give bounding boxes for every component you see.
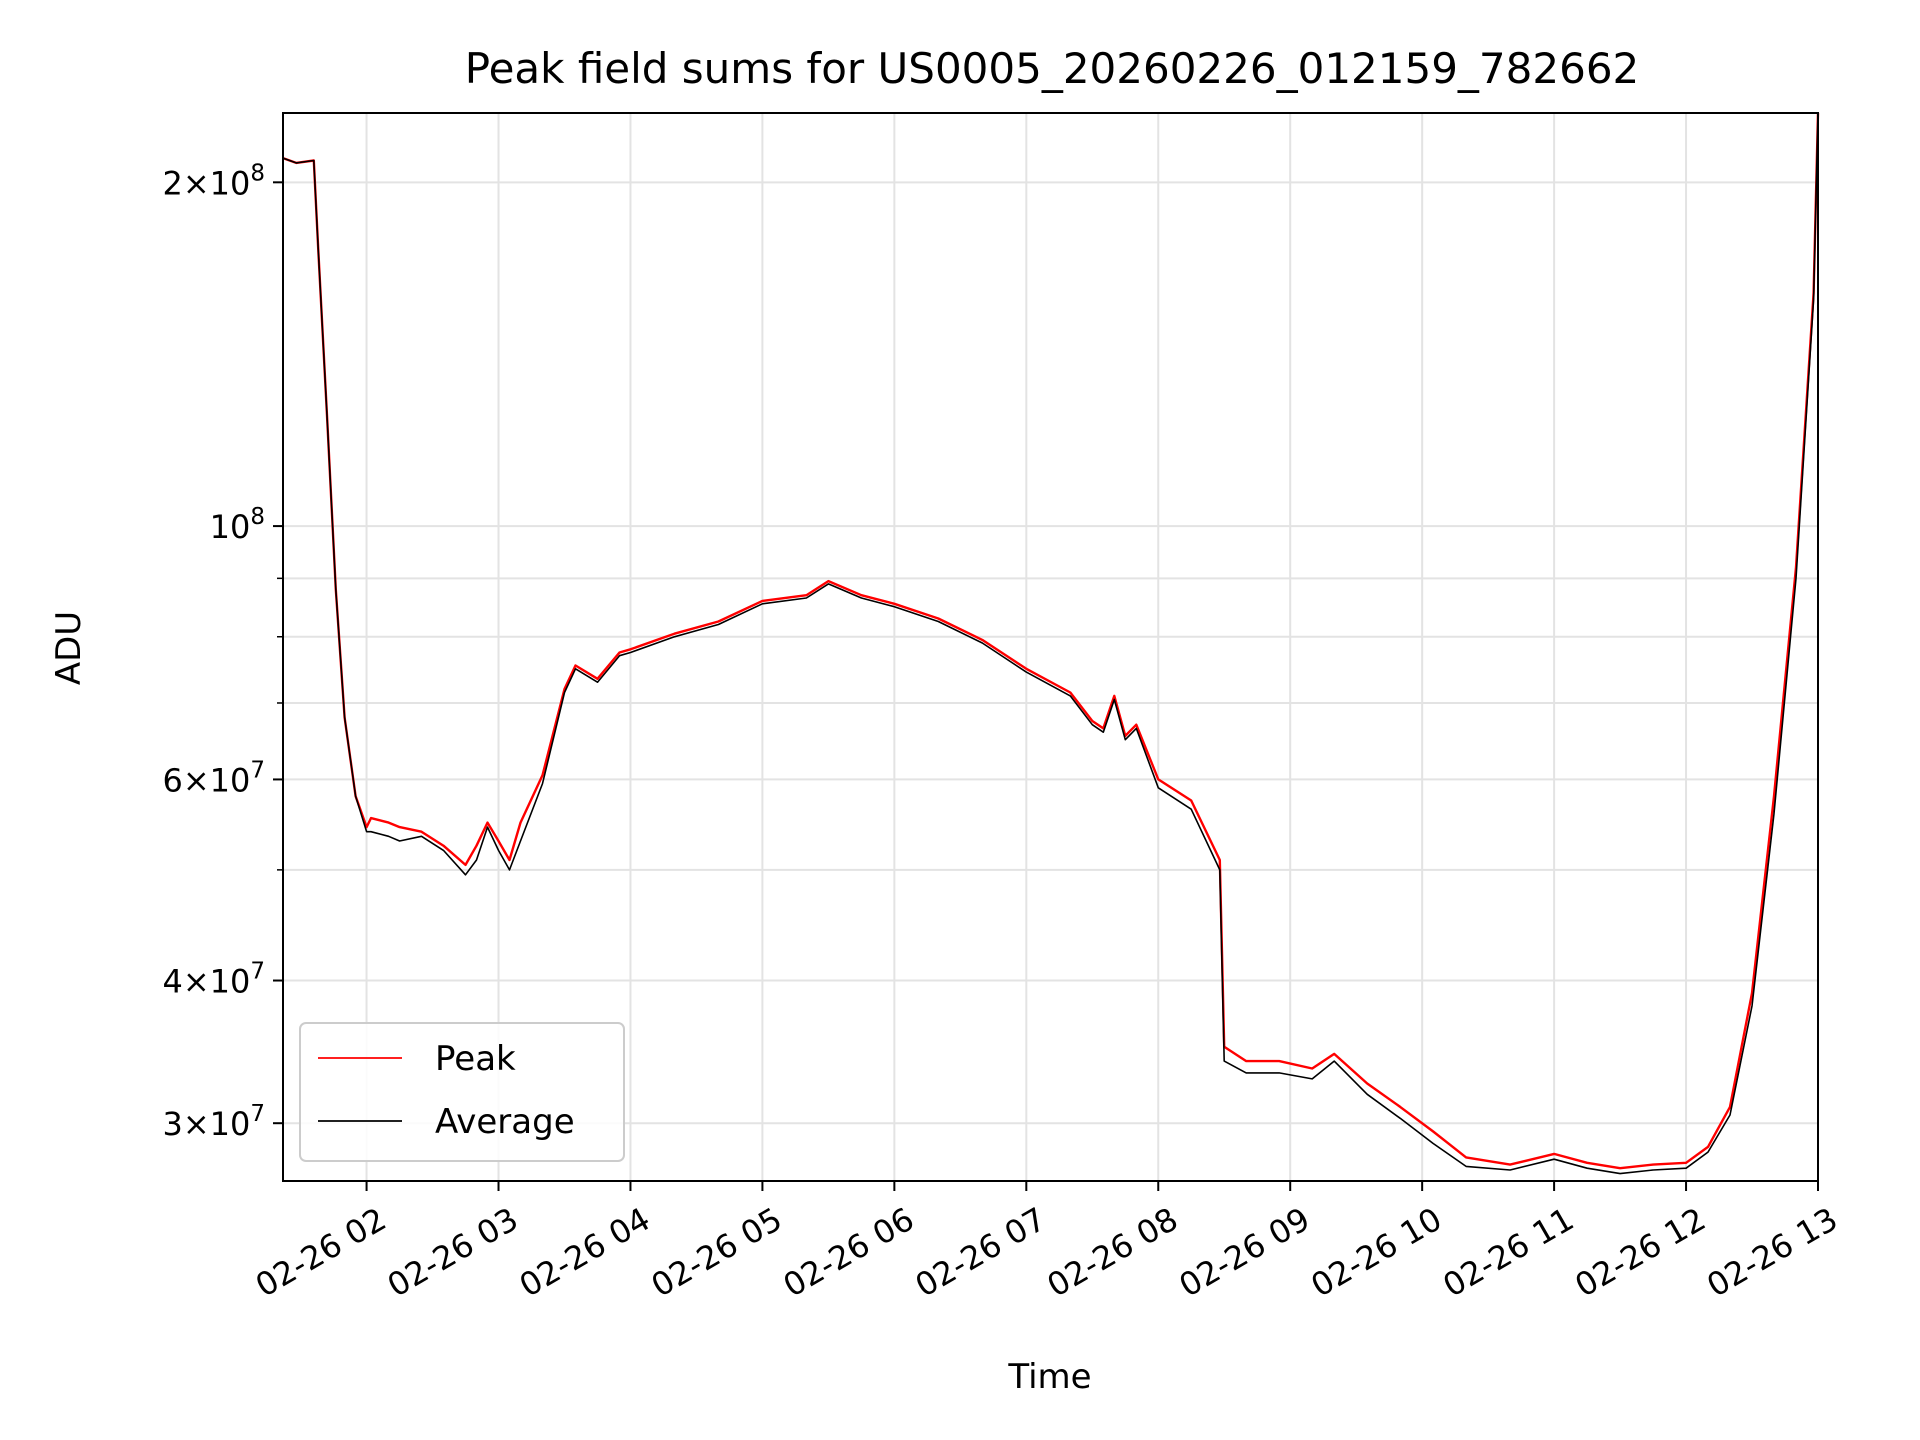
y-tick-label: 3×107 — [162, 1101, 265, 1143]
x-axis-label: Time — [1007, 1357, 1091, 1397]
series-lines — [282, 112, 1820, 1175]
legend-label-peak: Peak — [435, 1039, 516, 1079]
y-tick-label: 6×107 — [162, 757, 265, 799]
y-axis: 3×107 4×107 6×107 108 2×108 — [162, 160, 283, 1143]
y-tick-label: 108 — [210, 504, 265, 546]
chart-title: Peak field sums for US0005_20260226_0121… — [465, 44, 1640, 93]
y-axis-label: ADU — [49, 611, 89, 685]
legend: Peak Average — [299, 1022, 625, 1162]
series-line-peak — [282, 112, 1820, 1170]
legend-label-average: Average — [435, 1102, 575, 1142]
y-tick-label: 2×108 — [162, 160, 265, 202]
series-line-average — [282, 112, 1819, 1175]
y-tick-label: 4×107 — [162, 959, 265, 1001]
plot-area-frame — [282, 112, 1819, 1182]
